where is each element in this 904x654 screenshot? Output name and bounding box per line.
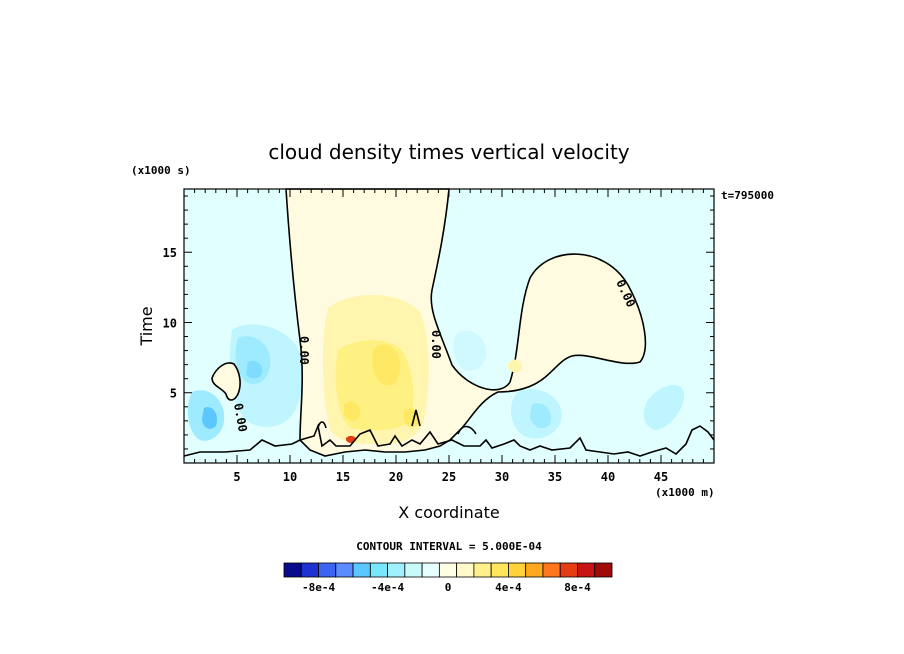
y-axis-label: Time (137, 306, 156, 346)
x-axis-ticks: 5 10 15 20 25 30 35 40 45 (194, 189, 704, 484)
colorbar-swatch (318, 562, 337, 578)
y-tick-label: 5 (170, 387, 177, 401)
contour-label: 0.00 (429, 330, 443, 359)
colorbar: -8e-4 -4e-4 0 4e-4 8e-4 (283, 562, 613, 594)
positive-blob-right-fill (508, 359, 522, 373)
contour-label: 0.00 (297, 336, 311, 365)
x-tick-label: 20 (389, 470, 403, 484)
x-tick-label: 35 (548, 470, 562, 484)
x-tick-label: 10 (283, 470, 297, 484)
positive-blob-left (211, 362, 241, 401)
zero-contour-bottom (183, 423, 715, 457)
zero-contour-spike (457, 425, 477, 435)
colorbar-swatch (577, 562, 596, 578)
x-unit-label: (x1000 m) (655, 486, 715, 499)
chart-title: cloud density times vertical velocity (268, 140, 629, 164)
time-stamp: t=795000 (721, 189, 774, 202)
colorbar-swatch (369, 562, 388, 578)
colorbar-label: 4e-4 (495, 581, 522, 594)
positive-level-3 (372, 344, 401, 386)
negative-blob (643, 385, 685, 430)
negative-blob (202, 407, 218, 429)
positive-spot (344, 401, 361, 422)
contour-labels: 0.00 0.00 0.00 0.00 (231, 277, 638, 433)
y-tick-label: 15 (163, 246, 177, 260)
x-tick-label: 25 (442, 470, 456, 484)
colorbar-swatch (542, 562, 561, 578)
colorbar-swatch (300, 562, 319, 578)
contour-label: 0.00 (231, 402, 250, 433)
negative-blob (246, 360, 263, 379)
x-tick-label: 45 (654, 470, 668, 484)
y-unit-label: (x1000 s) (131, 164, 191, 177)
negative-blob (530, 403, 551, 429)
zero-contour-spike (411, 409, 421, 427)
colorbar-label: -4e-4 (371, 581, 404, 594)
colorbar-swatch (352, 562, 371, 578)
colorbar-swatch (559, 562, 578, 578)
colorbar-swatch (404, 562, 423, 578)
negative-blob (453, 330, 487, 371)
colorbar-label: 0 (445, 581, 452, 594)
colorbar-swatch (421, 562, 440, 578)
colorbar-swatch (387, 562, 406, 578)
colorbar-swatch (473, 562, 492, 578)
x-axis-label: X coordinate (398, 503, 499, 522)
colorbar-swatch (283, 562, 302, 578)
contour-interval-text: CONTOUR INTERVAL = 5.000E-04 (356, 540, 542, 553)
colorbar-swatch (335, 562, 354, 578)
x-tick-label: 5 (233, 470, 240, 484)
colorbar-swatch (594, 562, 613, 578)
colorbar-swatch (525, 562, 544, 578)
x-tick-label: 15 (336, 470, 350, 484)
x-tick-label: 40 (601, 470, 615, 484)
colorbar-swatch (490, 562, 509, 578)
y-tick-label: 10 (163, 316, 177, 330)
colorbar-label: -8e-4 (302, 581, 335, 594)
colorbar-swatch (438, 562, 458, 578)
x-tick-label: 30 (495, 470, 509, 484)
negative-blobs (187, 324, 685, 441)
colorbar-swatch (508, 562, 527, 578)
y-axis-ticks: 5 10 15 (163, 195, 714, 450)
zero-contour-spike (317, 421, 327, 429)
colorbar-swatch (456, 562, 475, 578)
colorbar-label: 8e-4 (564, 581, 591, 594)
zero-contours (183, 409, 715, 457)
plot-area (183, 188, 715, 464)
positive-regions (211, 188, 647, 457)
